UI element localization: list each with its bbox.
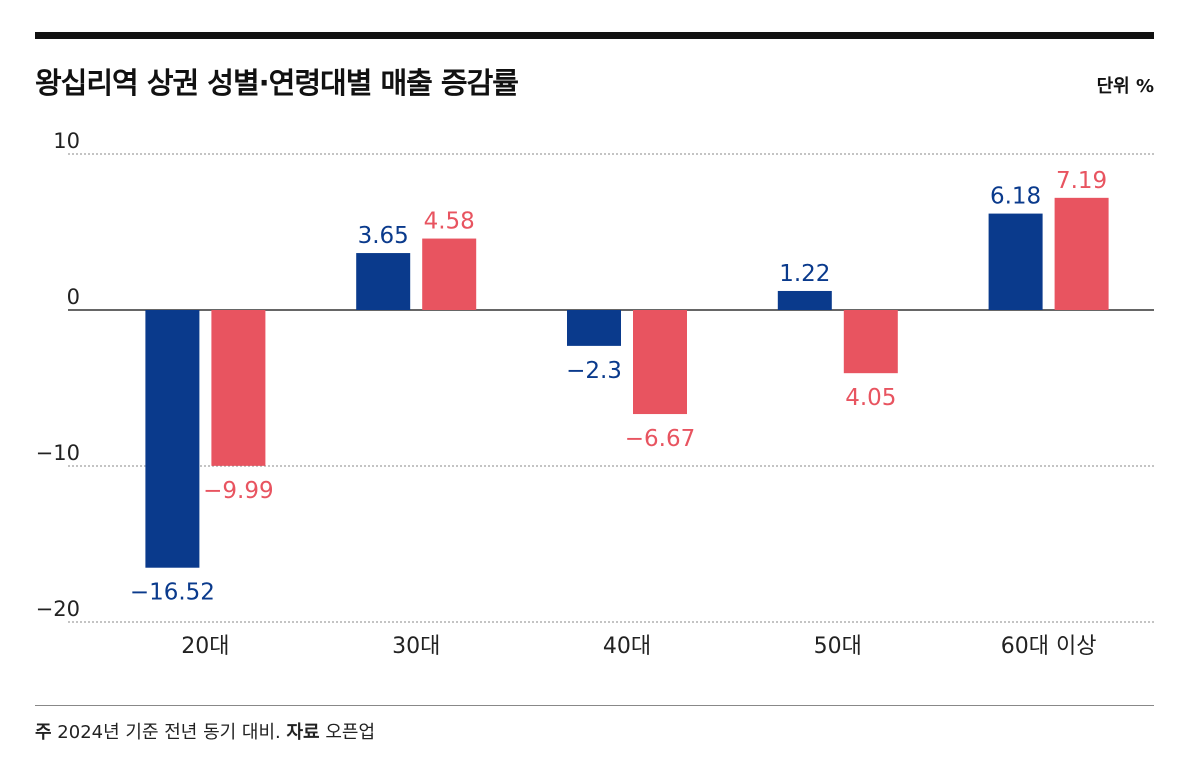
x-axis-labels: 20대 30대 40대 50대 60대 이상 (181, 634, 1096, 659)
value-label-series1-4: 6.18 (990, 184, 1041, 210)
value-label-series1-0: −16.52 (130, 580, 215, 606)
bar-series2-1 (422, 238, 477, 310)
y-tick-label-1: 0 (67, 285, 80, 309)
y-tick-label-2: −10 (36, 441, 80, 465)
bar-series1-2 (567, 310, 621, 346)
y-axis-labels: 10 0 −10 −20 (36, 129, 80, 621)
value-label-series2-2: −6.67 (625, 426, 695, 452)
source-label: 자료 (286, 722, 320, 743)
bar-series2-0 (211, 310, 266, 466)
bar-series1-1 (356, 253, 411, 310)
value-labels: −16.52 −9.99 3.65 4.58 −2.3 −6.67 1.22 4.05 6.18… (130, 168, 1107, 606)
bar-series2-2 (633, 310, 687, 415)
x-tick-label-0: 20대 (181, 634, 229, 659)
top-rule (35, 32, 1154, 39)
chart-title: 왕십리역 상권 성별·연령대별 매출 증감률 (35, 66, 519, 100)
footnote: 주 2024년 기준 전년 동기 대비. 자료 오픈업 (35, 718, 375, 744)
source-text: 오픈업 (325, 722, 376, 743)
bar-series2-3 (843, 310, 898, 374)
y-tick-label-3: −20 (36, 597, 80, 621)
y-tick-label-0: 10 (53, 129, 80, 153)
value-label-series2-3: 4.05 (845, 385, 896, 411)
value-label-series2-4: 7.19 (1056, 168, 1107, 194)
value-label-series2-0: −9.99 (203, 478, 273, 504)
note-text: 2024년 기준 전년 동기 대비. (57, 722, 281, 743)
bar-series1-3 (777, 290, 832, 310)
value-label-series1-3: 1.22 (779, 261, 830, 287)
x-tick-label-1: 30대 (392, 634, 440, 659)
note-label: 주 (35, 722, 52, 743)
bars (145, 197, 1109, 568)
value-label-series2-1: 4.58 (424, 209, 475, 235)
bottom-rule (35, 705, 1154, 706)
value-label-series1-1: 3.65 (358, 223, 409, 249)
bar-series1-0 (145, 310, 200, 568)
bar-series1-4 (988, 213, 1043, 310)
value-label-series1-2: −2.3 (566, 358, 622, 384)
x-tick-label-2: 40대 (603, 634, 651, 659)
unit-label: 단위 % (1096, 76, 1154, 97)
bar-series2-4 (1054, 197, 1109, 310)
x-tick-label-3: 50대 (814, 634, 862, 659)
x-tick-label-4: 60대 이상 (1001, 634, 1097, 659)
